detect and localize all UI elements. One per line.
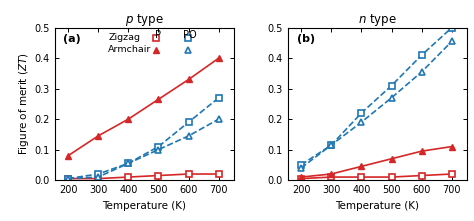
Text: Zigzag: Zigzag — [108, 33, 140, 42]
Title: $\it{p}$ type: $\it{p}$ type — [125, 12, 164, 29]
Text: (a): (a) — [64, 34, 81, 44]
Text: (b): (b) — [297, 34, 315, 44]
X-axis label: Temperature (K): Temperature (K) — [102, 200, 186, 211]
Title: $\it{n}$ type: $\it{n}$ type — [358, 12, 397, 29]
Text: Armchair: Armchair — [108, 45, 152, 54]
X-axis label: Temperature (K): Temperature (K) — [335, 200, 419, 211]
Y-axis label: Figure of merit ($ZT$): Figure of merit ($ZT$) — [18, 52, 31, 155]
Text: PO: PO — [183, 30, 197, 40]
Text: P: P — [155, 30, 161, 40]
